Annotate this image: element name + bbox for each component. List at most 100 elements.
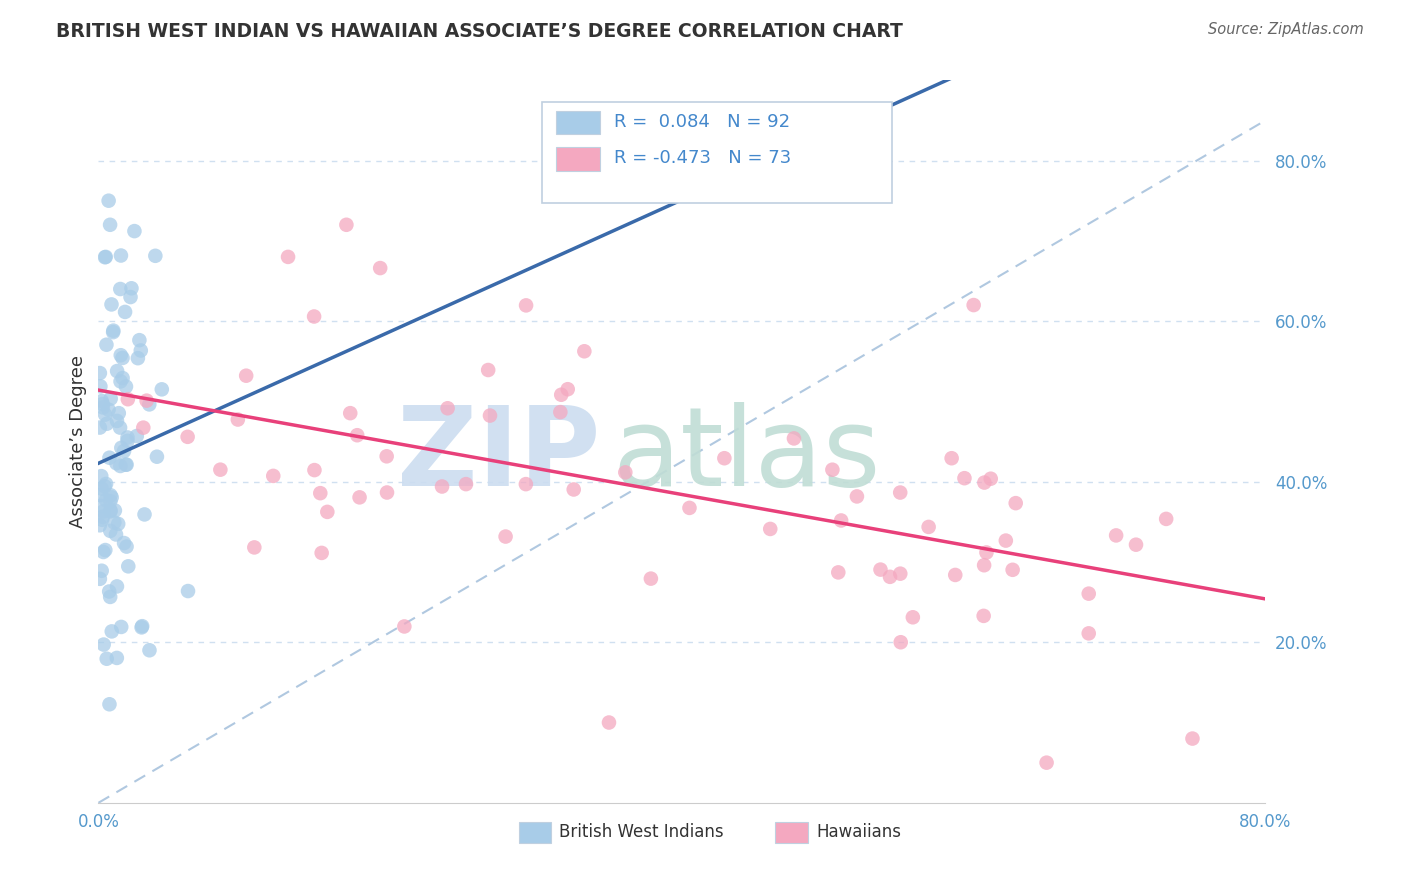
Point <box>107 406 129 420</box>
Point <box>953 471 976 485</box>
Point <box>100 491 122 505</box>
Point <box>1077 587 1099 601</box>
Point <box>110 441 132 455</box>
Point <box>917 520 939 534</box>
Point <box>127 351 149 366</box>
Point <box>94 493 117 508</box>
Point <box>901 610 924 624</box>
Point <box>150 382 173 396</box>
Point <box>235 368 257 383</box>
Point <box>1181 731 1204 746</box>
Point <box>827 566 849 580</box>
Point <box>973 558 995 573</box>
Point <box>845 490 868 504</box>
Point <box>478 409 501 423</box>
Point <box>98 218 121 232</box>
FancyBboxPatch shape <box>555 111 600 135</box>
Point <box>138 397 160 411</box>
FancyBboxPatch shape <box>519 822 551 843</box>
Point <box>574 344 596 359</box>
Point <box>94 477 117 491</box>
Point <box>89 420 111 434</box>
Point <box>90 394 112 409</box>
Point <box>110 375 132 389</box>
Point <box>105 456 128 470</box>
Point <box>96 337 118 351</box>
Point <box>114 305 136 319</box>
Point <box>562 483 585 497</box>
FancyBboxPatch shape <box>775 822 808 843</box>
Point <box>124 224 146 238</box>
Point <box>226 412 249 426</box>
Point <box>105 527 128 541</box>
Point <box>101 325 124 339</box>
Text: Hawaiians: Hawaiians <box>815 823 901 841</box>
Text: British West Indians: British West Indians <box>560 823 724 841</box>
Point <box>316 505 339 519</box>
Point <box>890 635 912 649</box>
Point <box>973 608 995 623</box>
Point <box>134 508 156 522</box>
Point <box>110 458 132 473</box>
Point <box>105 579 128 593</box>
Text: BRITISH WEST INDIAN VS HAWAIIAN ASSOCIATE’S DEGREE CORRELATION CHART: BRITISH WEST INDIAN VS HAWAIIAN ASSOCIAT… <box>56 22 903 41</box>
Point <box>115 379 138 393</box>
Point <box>89 572 111 586</box>
Point <box>515 298 537 312</box>
Point <box>614 466 637 480</box>
Point <box>830 513 852 527</box>
Point <box>243 541 266 555</box>
Point <box>339 406 361 420</box>
Point <box>146 450 169 464</box>
Point <box>89 518 111 533</box>
Point <box>90 564 112 578</box>
Point <box>91 509 114 524</box>
Point <box>96 651 118 665</box>
Y-axis label: Associate’s Degree: Associate’s Degree <box>69 355 87 528</box>
Point <box>980 472 1002 486</box>
Point <box>111 351 134 365</box>
Point <box>889 566 911 581</box>
Point <box>100 488 122 502</box>
Point <box>104 503 127 517</box>
Point <box>176 430 198 444</box>
Point <box>177 584 200 599</box>
Text: R =  0.084   N = 92: R = 0.084 N = 92 <box>614 113 790 131</box>
Point <box>375 485 398 500</box>
Point <box>103 324 125 338</box>
Point <box>943 568 966 582</box>
Point <box>430 479 453 493</box>
Point <box>131 620 153 634</box>
Point <box>97 402 120 417</box>
Point <box>94 250 117 264</box>
Point <box>103 516 125 530</box>
Point <box>115 458 138 472</box>
Point <box>941 451 963 466</box>
Point <box>115 540 138 554</box>
Point <box>1154 512 1177 526</box>
Point <box>138 643 160 657</box>
Point <box>96 417 118 431</box>
Point <box>110 248 132 262</box>
Point <box>309 486 332 500</box>
Point <box>713 451 735 466</box>
Point <box>98 584 121 599</box>
Point <box>97 194 120 208</box>
Point <box>346 428 368 442</box>
Point <box>117 434 139 448</box>
Point <box>100 494 122 508</box>
Point <box>368 261 391 276</box>
Point <box>98 698 121 712</box>
Point <box>91 401 114 415</box>
Point <box>100 297 122 311</box>
Point <box>90 469 112 483</box>
Point <box>135 393 157 408</box>
FancyBboxPatch shape <box>541 102 891 203</box>
Point <box>91 397 114 411</box>
Point <box>91 513 114 527</box>
Point <box>1077 626 1099 640</box>
Point <box>89 488 111 502</box>
Point <box>120 290 142 304</box>
Point <box>107 516 129 531</box>
Text: Source: ZipAtlas.com: Source: ZipAtlas.com <box>1208 22 1364 37</box>
